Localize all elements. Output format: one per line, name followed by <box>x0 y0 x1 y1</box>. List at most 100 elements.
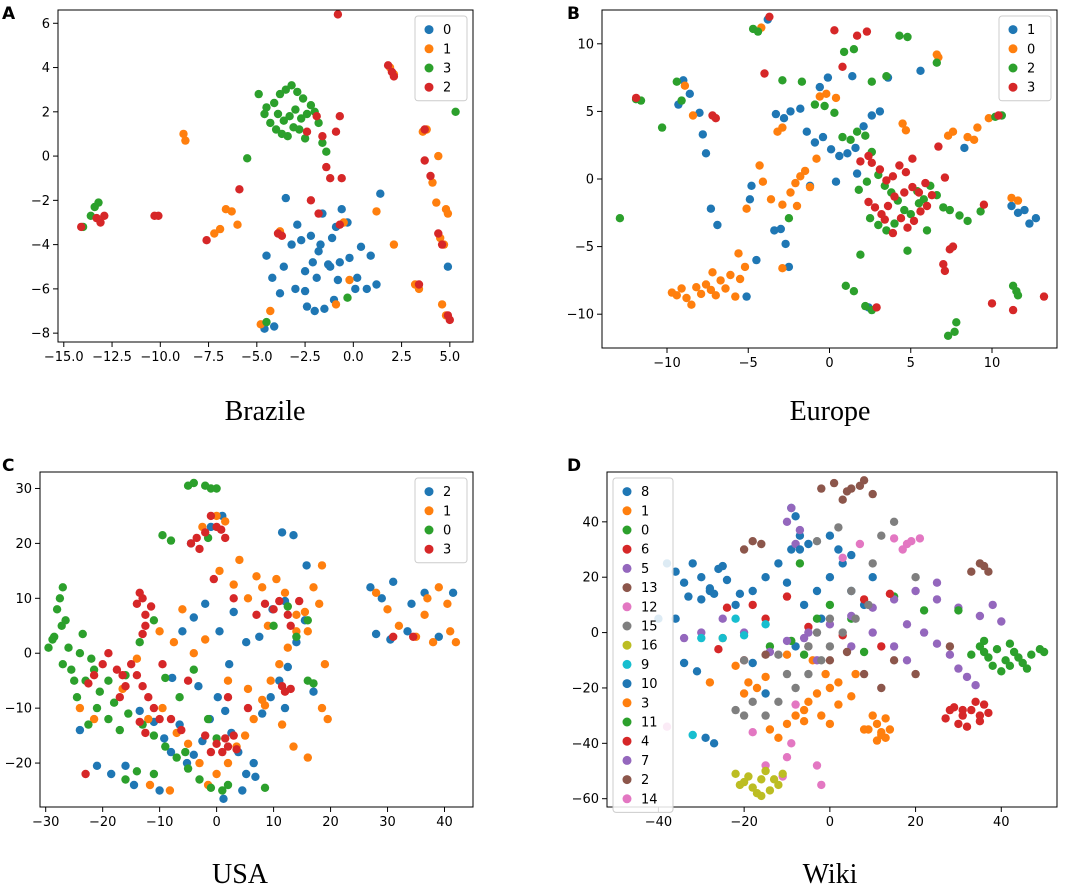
point-series-13 <box>889 656 899 665</box>
point-series-13 <box>838 495 847 504</box>
point-series-0 <box>58 660 67 669</box>
point-series-0 <box>72 693 82 702</box>
caption-europe: Europe <box>790 396 871 427</box>
point-series-0 <box>314 247 323 256</box>
point-series-2 <box>856 250 865 259</box>
point-series-0 <box>667 288 677 297</box>
point-series-3 <box>940 266 950 276</box>
point-series-5 <box>954 664 963 673</box>
legend: 1 0 2 3 <box>998 15 1052 102</box>
point-series-3 <box>262 103 271 112</box>
legend-label-0: 0 <box>1027 42 1035 57</box>
point-series-3 <box>286 621 295 630</box>
point-series-1 <box>212 769 221 779</box>
legend-label-13: 13 <box>641 581 658 596</box>
point-series-0 <box>183 481 193 490</box>
point-series-3 <box>155 714 164 724</box>
point-series-0 <box>755 161 764 170</box>
legend-label-3: 3 <box>443 62 451 77</box>
point-series-0 <box>812 614 822 623</box>
point-series-1 <box>867 111 876 120</box>
point-series-3 <box>183 676 193 685</box>
legend-label-9: 9 <box>641 658 649 673</box>
y-tick-label: 20 <box>582 571 599 586</box>
point-series-1 <box>742 292 751 301</box>
point-series-3 <box>144 693 153 702</box>
point-series-15 <box>868 559 877 568</box>
point-series-3 <box>206 747 216 757</box>
point-series-0 <box>161 742 170 751</box>
point-series-0 <box>64 643 73 652</box>
point-series-2 <box>979 561 989 571</box>
point-series-8 <box>791 512 800 521</box>
point-series-0 <box>337 205 346 214</box>
caption-usa: USA <box>212 859 269 888</box>
point-series-9 <box>718 633 727 643</box>
point-series-3 <box>921 178 930 188</box>
point-series-1 <box>885 725 895 734</box>
point-series-2 <box>900 205 909 215</box>
point-series-1 <box>75 703 85 713</box>
x-tick-label: −2.5 <box>289 350 321 365</box>
point-series-1 <box>747 181 756 190</box>
point-series-2 <box>882 226 891 235</box>
point-series-0 <box>48 635 57 644</box>
point-series-1 <box>249 714 258 724</box>
point-series-8 <box>731 600 740 610</box>
point-series-13 <box>761 650 770 659</box>
x-tick-label: −20 <box>730 815 757 830</box>
point-series-0 <box>172 753 181 762</box>
point-series-0 <box>800 166 810 176</box>
point-series-7 <box>799 633 809 643</box>
point-series-0 <box>692 283 701 292</box>
point-series-6 <box>962 722 972 731</box>
legend-marker-0 <box>424 525 434 535</box>
point-series-8 <box>697 573 706 582</box>
point-series-13 <box>842 647 852 657</box>
plot-area-brazile: −15.0 −12.5 −10.0 −7.5 −5.0 −2.5 0.0 2.5 5.0 −8 −6… <box>31 9 474 365</box>
point-series-6 <box>945 705 955 715</box>
point-series-3 <box>896 214 906 223</box>
panel-letter-d: D <box>567 456 581 476</box>
point-series-2 <box>753 27 763 36</box>
point-series-1 <box>848 72 857 81</box>
legend-marker-3 <box>424 63 434 73</box>
point-series-0 <box>55 594 65 603</box>
x-tick-label: −12.5 <box>92 350 132 365</box>
point-series-1 <box>272 574 281 584</box>
point-series-2 <box>841 281 850 290</box>
point-series-0 <box>735 274 745 284</box>
point-series-3 <box>127 660 136 669</box>
point-series-0 <box>189 665 198 674</box>
point-series-0 <box>70 676 79 685</box>
scatter-points <box>615 12 1049 340</box>
point-series-3 <box>270 98 279 108</box>
y-tick-label: 10 <box>15 592 32 607</box>
point-series-1 <box>227 207 236 216</box>
point-series-10 <box>795 545 805 554</box>
point-series-3 <box>115 693 125 702</box>
point-series-3 <box>987 299 997 308</box>
point-series-3 <box>166 714 176 724</box>
point-series-2 <box>922 226 932 235</box>
point-series-0 <box>309 679 318 688</box>
legend-label-2: 2 <box>641 773 649 788</box>
point-series-0 <box>682 293 691 303</box>
point-series-2 <box>890 219 899 228</box>
point-series-3 <box>141 728 150 738</box>
point-series-8 <box>812 586 822 596</box>
panel-letter-b: B <box>567 4 580 24</box>
point-series-3 <box>880 215 889 224</box>
point-series-1 <box>875 107 885 116</box>
point-series-3 <box>867 158 876 167</box>
point-series-1 <box>183 739 193 748</box>
point-series-2 <box>820 101 829 111</box>
point-series-2 <box>201 599 210 608</box>
y-tick-label: −5 <box>575 240 594 255</box>
point-series-16 <box>731 769 740 778</box>
y-tick-label: 20 <box>15 537 32 552</box>
point-series-1 <box>446 627 455 636</box>
y-tick-label: −20 <box>5 757 32 772</box>
point-series-2 <box>672 77 681 86</box>
point-series-3 <box>389 632 398 641</box>
